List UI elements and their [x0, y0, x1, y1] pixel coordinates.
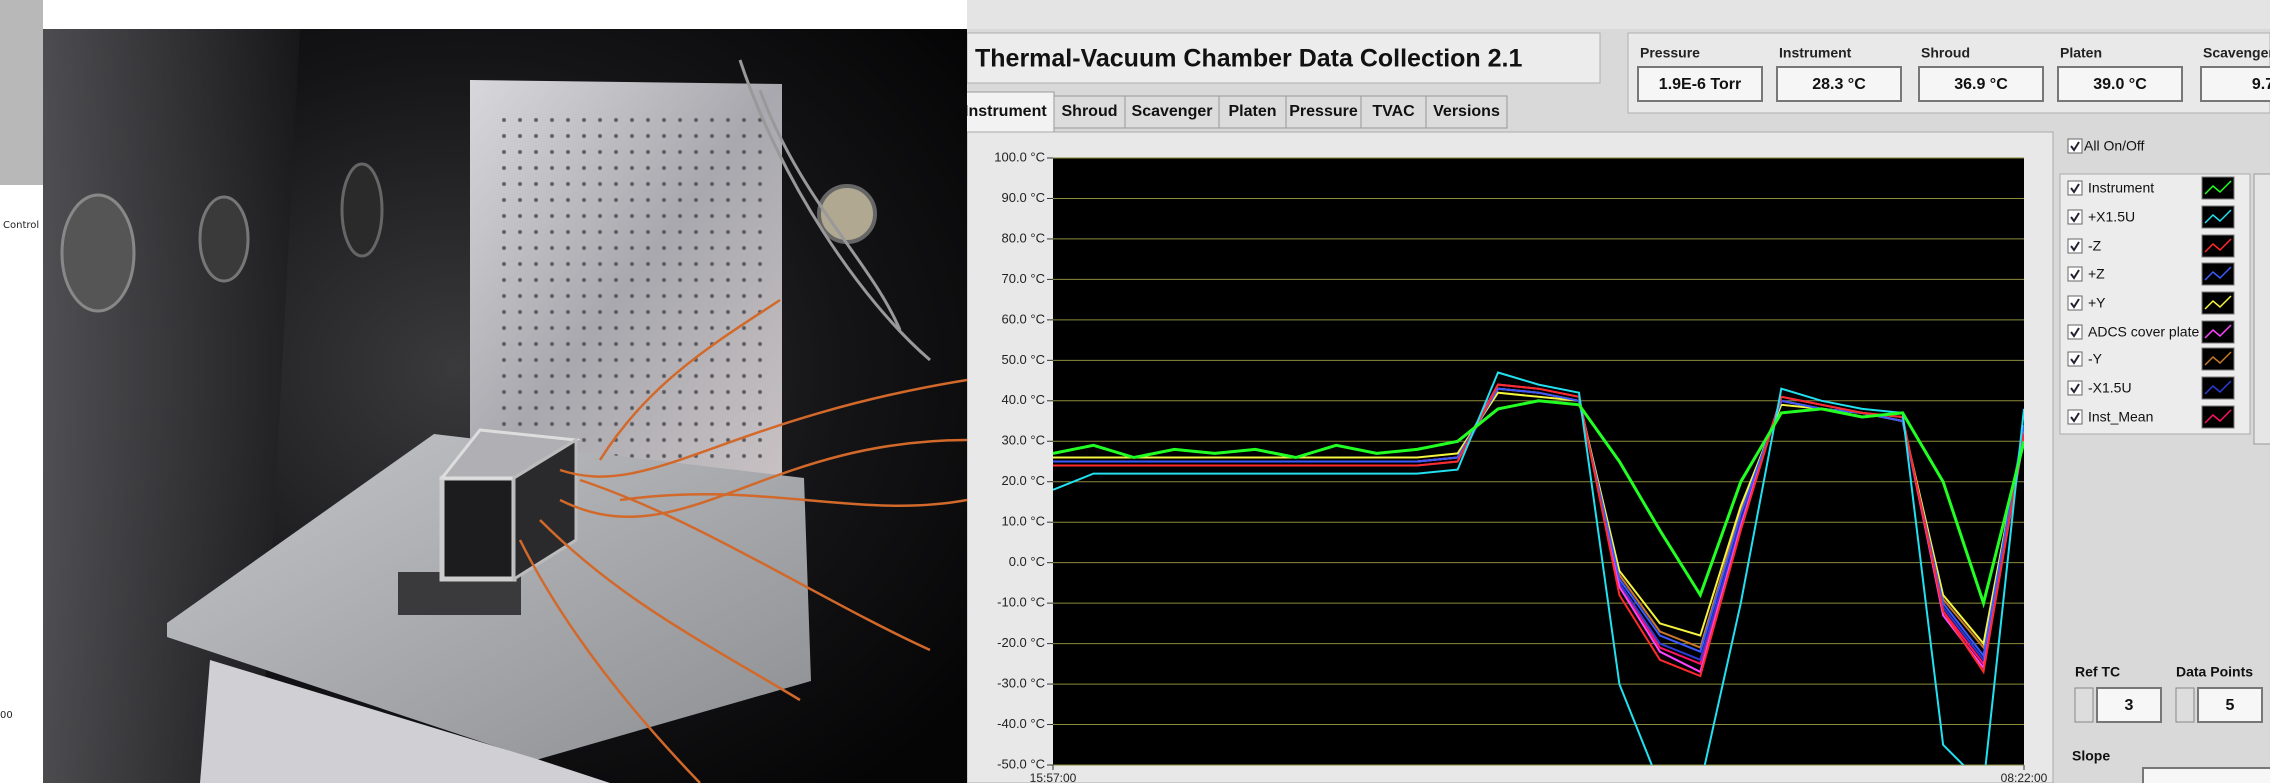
tab-label: Versions [1433, 103, 1500, 120]
checkbox[interactable] [2068, 352, 2082, 366]
legend-label: -Y [2088, 351, 2103, 367]
legend-label: +X1.5U [2088, 209, 2135, 225]
legend-toggle: All On/Off [2084, 138, 2145, 154]
control-box [2143, 768, 2270, 783]
control-value: 3 [2125, 697, 2134, 714]
indicator-value: 39.0 °C [2093, 76, 2147, 93]
checkbox[interactable] [2068, 139, 2082, 153]
y-tick-label: 30.0 °C [1001, 433, 1045, 448]
control-label: Ref TC [2075, 664, 2120, 680]
y-tick-label: 50.0 °C [1001, 352, 1045, 367]
legend-swatch [2202, 348, 2234, 370]
x-tick-label: 08:22:00 [2001, 771, 2048, 783]
page: Control 2 00 [0, 0, 2270, 783]
y-tick-label: 80.0 °C [1001, 230, 1045, 245]
y-tick-label: -30.0 °C [997, 676, 1045, 691]
y-tick-label: 40.0 °C [1001, 392, 1045, 407]
y-tick-label: -40.0 °C [997, 716, 1045, 731]
legend-label: +Z [2088, 266, 2105, 282]
legend-swatch [2202, 177, 2234, 199]
spinner[interactable] [2075, 688, 2093, 722]
legend-label: -X1.5U [2088, 380, 2132, 396]
side-tick: 00 [0, 710, 13, 721]
indicator-value: 9.7 [2252, 76, 2270, 93]
app-title: Thermal-Vacuum Chamber Data Collection 2… [975, 45, 1522, 73]
y-tick-label: 60.0 °C [1001, 311, 1045, 326]
checkbox[interactable] [2068, 267, 2082, 281]
legend-swatch [2202, 292, 2234, 314]
legend-label: ADCS cover plate [2088, 324, 2199, 340]
legend-label: +Y [2088, 295, 2106, 311]
indicator-value: 36.9 °C [1954, 76, 2008, 93]
indicator-label: Platen [2060, 45, 2102, 61]
tab-label: Instrument [964, 103, 1047, 120]
control-label: Data Points [2176, 664, 2253, 680]
y-tick-label: -10.0 °C [997, 595, 1045, 610]
legend-swatch [2202, 377, 2234, 399]
y-tick-label: -20.0 °C [997, 635, 1045, 650]
legend-label: -Z [2088, 238, 2102, 254]
checkbox[interactable] [2068, 181, 2082, 195]
indicator-label: Shroud [1921, 45, 1970, 61]
x-tick-label: 15:57:00 [1030, 771, 1077, 783]
y-tick-label: 10.0 °C [1001, 514, 1045, 529]
legend-swatch [2202, 206, 2234, 228]
legend-label: Inst_Mean [2088, 409, 2153, 425]
legend-swatch [2202, 235, 2234, 257]
tab-label: Pressure [1289, 103, 1358, 120]
checkbox[interactable] [2068, 410, 2082, 424]
y-tick-label: 20.0 °C [1001, 473, 1045, 488]
tab-label: Platen [1228, 103, 1276, 120]
y-tick-label: 70.0 °C [1001, 271, 1045, 286]
legend-label: Instrument [2088, 180, 2154, 196]
indicator-value: 28.3 °C [1812, 76, 1866, 93]
indicator-label: Scavenger [2203, 45, 2270, 61]
y-tick-label: -50.0 °C [997, 756, 1045, 771]
indicator-label: Instrument [1779, 45, 1852, 61]
spinner[interactable] [2176, 688, 2194, 722]
tab-label: TVAC [1372, 103, 1415, 120]
legend-swatch [2202, 406, 2234, 428]
legend-column [2254, 174, 2270, 444]
checkbox[interactable] [2068, 325, 2082, 339]
tab-label: Shroud [1062, 103, 1118, 120]
photo [43, 29, 967, 783]
checkbox[interactable] [2068, 210, 2082, 224]
app-window: Thermal-Vacuum Chamber Data Collection 2… [962, 0, 2270, 783]
y-tick-label: 100.0 °C [994, 149, 1045, 164]
side-image [0, 0, 43, 185]
legend-swatch [2202, 263, 2234, 285]
indicator-value: 1.9E-6 Torr [1659, 76, 1741, 93]
control-label: Slope [2072, 748, 2110, 764]
y-tick-label: 0.0 °C [1009, 554, 1045, 569]
checkbox[interactable] [2068, 239, 2082, 253]
checkbox[interactable] [2068, 296, 2082, 310]
legend-swatch [2202, 321, 2234, 343]
checkbox[interactable] [2068, 381, 2082, 395]
side-label: Control 2 [3, 220, 49, 231]
y-tick-label: 90.0 °C [1001, 190, 1045, 205]
control-value: 5 [2226, 697, 2235, 714]
indicator-label: Pressure [1640, 45, 1700, 61]
tab-label: Scavenger [1132, 103, 1213, 120]
